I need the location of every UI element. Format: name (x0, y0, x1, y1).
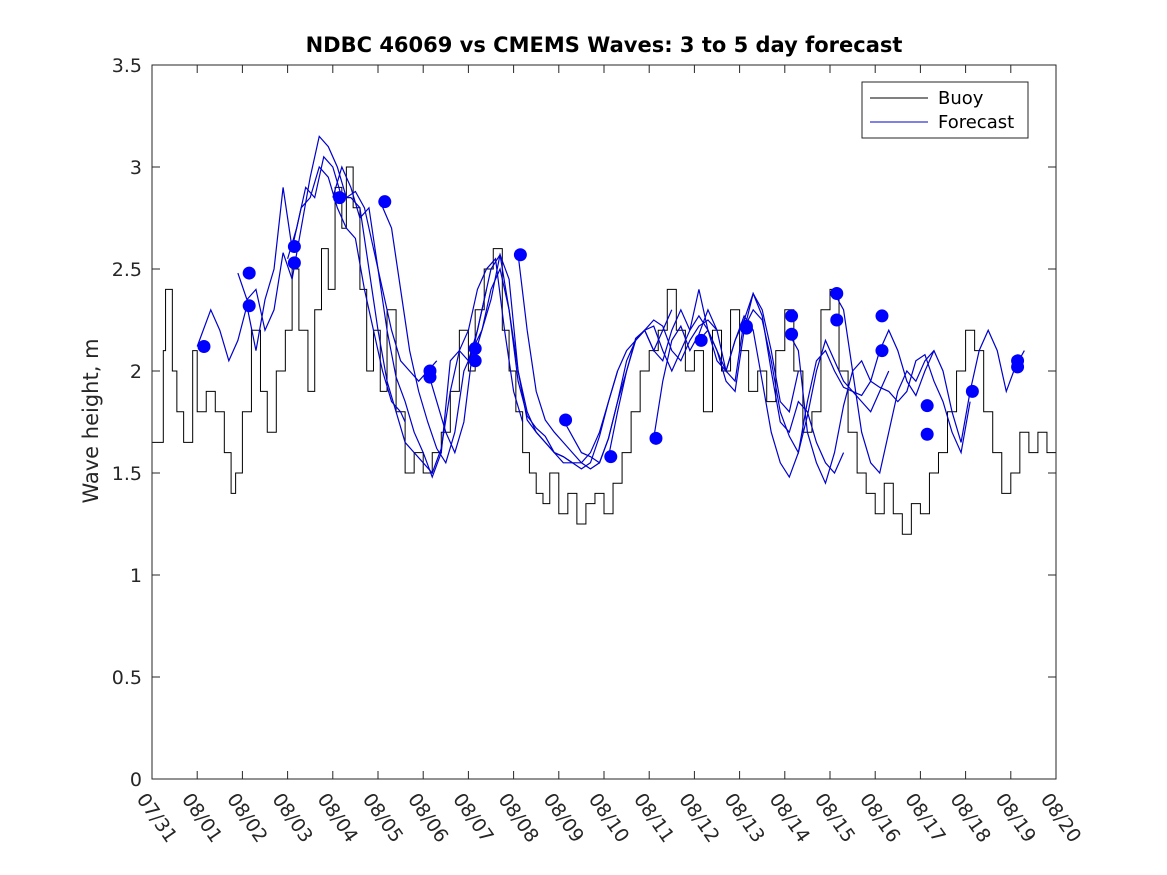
x-tick-label: 08/12 (674, 789, 723, 846)
x-tick-label: 08/19 (991, 789, 1040, 846)
legend-forecast-label: Forecast (938, 112, 1014, 133)
forecast-marker (1011, 360, 1025, 374)
forecast-marker (830, 286, 844, 300)
x-tick-label: 08/05 (358, 789, 407, 846)
plot-frame (151, 64, 1057, 780)
forecast-marker (739, 321, 753, 335)
y-tick-label: 1.5 (112, 463, 142, 485)
forecast-marker (242, 266, 256, 280)
x-tick-label: 08/10 (584, 789, 633, 846)
forecast-marker (559, 413, 573, 427)
chart-title: NDBC 46069 vs CMEMS Waves: 3 to 5 day fo… (306, 33, 903, 57)
forecast-series (196, 135, 1025, 485)
x-tick-label: 08/06 (403, 789, 452, 846)
x-tick-label: 08/04 (313, 789, 362, 846)
forecast-run-line-12 (698, 318, 890, 479)
x-tick-label: 08/11 (629, 789, 678, 846)
forecast-marker (287, 256, 301, 270)
y-tick-label: 2 (130, 361, 142, 383)
forecast-marker (649, 431, 663, 445)
buoy-line (152, 166, 1057, 535)
forecast-marker (378, 195, 392, 209)
x-tick-label: 08/02 (222, 789, 271, 846)
forecast-marker (965, 384, 979, 398)
forecast-marker (875, 309, 889, 323)
x-tick-label: 08/16 (855, 789, 904, 846)
forecast-run-line-14 (788, 333, 971, 485)
forecast-marker (604, 450, 618, 464)
forecast-markers (197, 191, 1025, 464)
y-axis: 0 0.5 1 1.5 2 2.5 3 3.5 (112, 55, 1056, 791)
x-tick-label: 08/13 (720, 789, 769, 846)
forecast-marker (468, 342, 482, 356)
forecast-marker (875, 344, 889, 358)
x-tick-label: 08/15 (810, 789, 859, 846)
forecast-marker (920, 427, 934, 441)
y-tick-label: 0.5 (112, 667, 142, 689)
legend-buoy-label: Buoy (938, 88, 984, 109)
x-tick-label: 08/18 (946, 789, 995, 846)
forecast-run-line-3 (287, 155, 488, 475)
forecast-marker (333, 191, 347, 205)
forecast-run-line-4 (332, 165, 524, 479)
forecast-run-line-13 (743, 308, 935, 455)
y-tick-label: 2.5 (112, 259, 142, 281)
forecast-marker (830, 313, 844, 327)
forecast-marker (785, 309, 799, 323)
y-tick-label: 3 (130, 157, 142, 179)
forecast-marker (287, 240, 301, 254)
y-tick-label: 3.5 (112, 55, 142, 77)
plot-area (152, 65, 1056, 779)
buoy-series (152, 166, 1057, 535)
x-tick-label: 08/01 (177, 789, 226, 846)
forecast-run-line-11 (653, 291, 845, 475)
forecast-marker (468, 354, 482, 368)
forecast-marker (242, 299, 256, 313)
x-tick-label: 08/08 (494, 789, 543, 846)
x-tick-label: 08/03 (268, 789, 317, 846)
forecast-marker (513, 248, 527, 262)
forecast-run-line-15 (833, 293, 1025, 475)
legend-box (861, 81, 1029, 139)
forecast-run-line-2 (237, 135, 438, 383)
forecast-marker (694, 333, 708, 347)
x-tick-label: 08/20 (1036, 789, 1085, 846)
y-axis-label: Wave height, m (79, 338, 103, 503)
y-tick-label: 1 (130, 565, 142, 587)
x-tick-label: 08/09 (539, 789, 588, 846)
x-tick-label: 08/14 (765, 789, 814, 846)
y-tick-label: 0 (130, 769, 142, 791)
forecast-marker (785, 327, 799, 341)
legend: Buoy Forecast (861, 81, 1029, 139)
x-tick-label: 08/17 (900, 789, 949, 846)
forecast-marker (197, 340, 211, 354)
x-tick-label: 08/07 (448, 789, 497, 846)
x-tick-label: 07/31 (132, 789, 181, 846)
forecast-marker (423, 370, 437, 384)
forecast-marker (920, 399, 934, 413)
